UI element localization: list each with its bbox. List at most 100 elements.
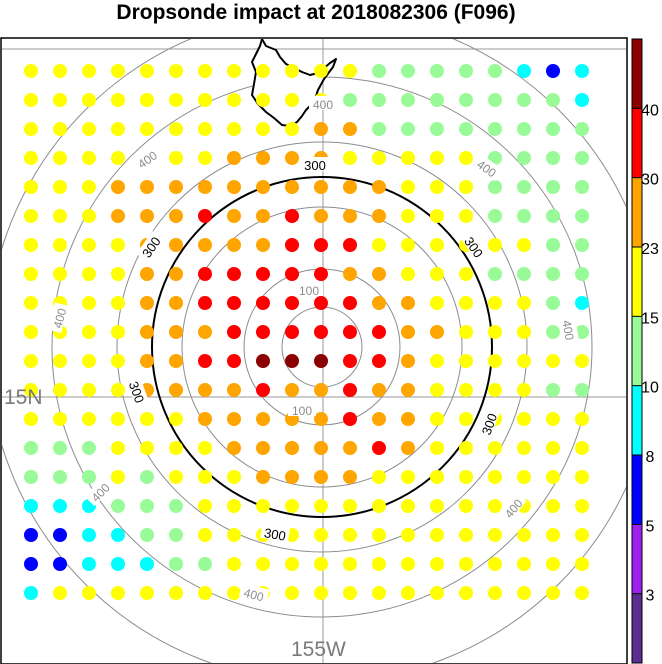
impact-dot [256,122,270,136]
impact-dot [575,122,589,136]
impact-dot [198,383,212,397]
impact-dot [575,470,589,484]
impact-dot [488,267,502,281]
impact-dot [430,470,444,484]
impact-dot [227,470,241,484]
impact-dot [169,586,183,600]
impact-dot [517,557,531,571]
impact-dot [517,209,531,223]
impact-dot [82,93,96,107]
impact-dot [24,557,38,571]
impact-dot [227,441,241,455]
impact-dot [430,528,444,542]
impact-dot [285,557,299,571]
chart-title: Dropsonde impact at 2018082306 (F096) [116,1,516,24]
svg-text:400: 400 [242,586,265,605]
impact-dot [111,64,125,78]
impact-dot [459,528,473,542]
impact-dot [256,354,270,368]
impact-dot [314,441,328,455]
impact-dot [575,180,589,194]
impact-dot [111,180,125,194]
impact-dot [256,499,270,513]
impact-dot [517,325,531,339]
impact-dot [111,209,125,223]
impact-dot [169,354,183,368]
impact-dot [82,441,96,455]
impact-dot [488,122,502,136]
impact-dot [285,354,299,368]
impact-dot [53,64,67,78]
impact-dot [314,267,328,281]
impact-dot [285,499,299,513]
impact-dot [314,586,328,600]
impact-dot [24,93,38,107]
impact-dot [459,470,473,484]
impact-dot [575,209,589,223]
impact-dot [82,151,96,165]
colorbar-tick-label: 8 [646,449,655,466]
impact-dot [140,441,154,455]
impact-dot [401,412,415,426]
impact-dot [459,412,473,426]
colorbar-band [632,316,642,386]
impact-dot [140,470,154,484]
impact-dot [575,151,589,165]
impact-dot [401,383,415,397]
impact-dot [256,296,270,310]
impact-dot [546,557,560,571]
impact-dot [343,296,357,310]
impact-dot [488,64,502,78]
impact-dot [227,180,241,194]
impact-dot [111,412,125,426]
impact-dot [256,93,270,107]
impact-dot [198,499,212,513]
contour-label: 400 [238,582,270,605]
colorbar-tick-label: 30 [641,172,659,189]
colorbar-tick-label: 5 [646,518,655,535]
colorbar-band [632,39,642,109]
impact-dot [459,383,473,397]
impact-dot [401,470,415,484]
impact-dot [140,267,154,281]
impact-dot [53,122,67,136]
impact-dot [140,412,154,426]
impact-dot [111,238,125,252]
impact-dot [517,180,531,194]
contour-300 [151,176,493,518]
colorbar-tick-label: 23 [641,241,659,258]
impact-dot [401,354,415,368]
impact-dot [82,354,96,368]
impact-dot [314,122,328,136]
impact-dot [575,64,589,78]
impact-dot [343,325,357,339]
impact-dot [285,180,299,194]
impact-dot [488,354,502,368]
impact-dot [401,296,415,310]
impact-dot [546,296,560,310]
impact-dot [285,151,299,165]
impact-dot [372,412,386,426]
impact-dot [285,296,299,310]
impact-dot [169,267,183,281]
impact-dot [24,122,38,136]
impact-dot [517,64,531,78]
impact-dot [140,209,154,223]
impact-dot [227,238,241,252]
impact-dot [169,296,183,310]
impact-dot [285,586,299,600]
impact-dots [24,64,589,600]
svg-text:300: 300 [263,525,287,544]
impact-dot [575,557,589,571]
impact-dot [82,557,96,571]
impact-dot [459,557,473,571]
impact-dot [169,238,183,252]
impact-dot [227,296,241,310]
impact-dot [24,354,38,368]
impact-dot [401,180,415,194]
impact-dot [343,557,357,571]
impact-dot [256,557,270,571]
impact-dot [256,383,270,397]
impact-dot [459,586,473,600]
